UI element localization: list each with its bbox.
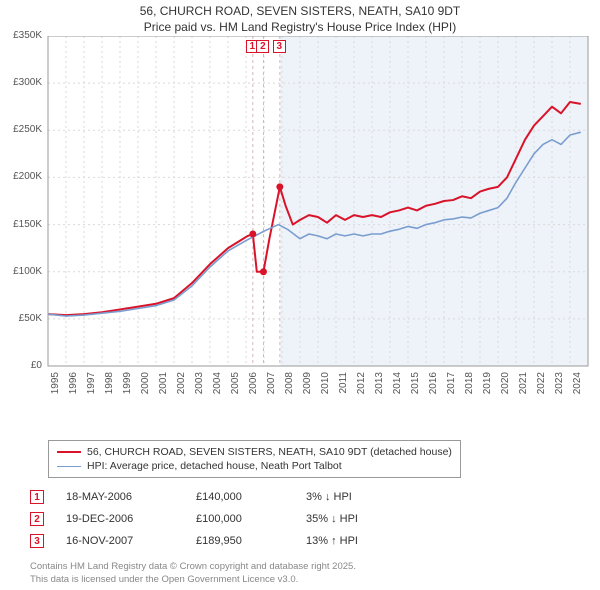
- transaction-change: 13% ↑ HPI: [306, 535, 416, 547]
- x-tick-label: 2021: [518, 372, 529, 402]
- legend-item: 56, CHURCH ROAD, SEVEN SISTERS, NEATH, S…: [57, 445, 452, 459]
- x-tick-label: 2000: [140, 372, 151, 402]
- x-tick-label: 2020: [500, 372, 511, 402]
- x-tick-label: 2016: [428, 372, 439, 402]
- y-tick-label: £50K: [0, 313, 42, 324]
- title-line-1: 56, CHURCH ROAD, SEVEN SISTERS, NEATH, S…: [0, 4, 600, 20]
- transaction-row: 3 16-NOV-2007£189,95013% ↑ HPI: [30, 530, 416, 552]
- y-tick-label: £200K: [0, 171, 42, 182]
- sale-marker-box: 2: [256, 40, 269, 53]
- legend-label: HPI: Average price, detached house, Neat…: [87, 460, 342, 472]
- x-tick-label: 1995: [50, 372, 61, 402]
- x-tick-label: 2009: [302, 372, 313, 402]
- x-tick-label: 2011: [338, 372, 349, 402]
- x-tick-label: 2012: [356, 372, 367, 402]
- x-tick-label: 2006: [248, 372, 259, 402]
- transaction-date: 19-DEC-2006: [66, 513, 196, 525]
- y-tick-label: £300K: [0, 77, 42, 88]
- sale-marker-box: 3: [273, 40, 286, 53]
- x-tick-label: 2018: [464, 372, 475, 402]
- x-tick-label: 2010: [320, 372, 331, 402]
- y-tick-label: £150K: [0, 219, 42, 230]
- footnote-line-2: This data is licensed under the Open Gov…: [30, 574, 356, 586]
- transaction-row: 2 19-DEC-2006£100,00035% ↓ HPI: [30, 508, 416, 530]
- x-tick-label: 1996: [68, 372, 79, 402]
- transaction-date: 18-MAY-2006: [66, 491, 196, 503]
- x-tick-label: 1999: [122, 372, 133, 402]
- footnote: Contains HM Land Registry data © Crown c…: [30, 561, 356, 586]
- legend-item: HPI: Average price, detached house, Neat…: [57, 459, 452, 473]
- x-tick-label: 2022: [536, 372, 547, 402]
- chart-area: £0£50K£100K£150K£200K£250K£300K£350K 199…: [0, 36, 600, 406]
- y-tick-label: £350K: [0, 30, 42, 41]
- transaction-row: 1 18-MAY-2006£140,0003% ↓ HPI: [30, 486, 416, 508]
- x-tick-label: 1998: [104, 372, 115, 402]
- transaction-change: 3% ↓ HPI: [306, 491, 416, 503]
- x-tick-label: 2003: [194, 372, 205, 402]
- legend-swatch: [57, 451, 81, 453]
- y-tick-label: £100K: [0, 266, 42, 277]
- transaction-marker: 1: [30, 490, 44, 504]
- x-tick-label: 2015: [410, 372, 421, 402]
- footnote-line-1: Contains HM Land Registry data © Crown c…: [30, 561, 356, 573]
- y-tick-label: £0: [0, 360, 42, 371]
- transaction-price: £189,950: [196, 535, 306, 547]
- x-tick-label: 2001: [158, 372, 169, 402]
- x-tick-label: 2005: [230, 372, 241, 402]
- chart-svg: [0, 36, 600, 406]
- legend: 56, CHURCH ROAD, SEVEN SISTERS, NEATH, S…: [48, 440, 461, 478]
- transaction-price: £140,000: [196, 491, 306, 503]
- x-tick-label: 2023: [554, 372, 565, 402]
- transaction-change: 35% ↓ HPI: [306, 513, 416, 525]
- transaction-date: 16-NOV-2007: [66, 535, 196, 547]
- x-tick-label: 2024: [572, 372, 583, 402]
- x-tick-label: 2002: [176, 372, 187, 402]
- transaction-table: 1 18-MAY-2006£140,0003% ↓ HPI 2 19-DEC-2006…: [30, 486, 416, 552]
- chart-title: 56, CHURCH ROAD, SEVEN SISTERS, NEATH, S…: [0, 0, 600, 35]
- x-tick-label: 2007: [266, 372, 277, 402]
- x-tick-label: 2004: [212, 372, 223, 402]
- x-tick-label: 2017: [446, 372, 457, 402]
- x-tick-label: 2013: [374, 372, 385, 402]
- x-tick-label: 2008: [284, 372, 295, 402]
- transaction-price: £100,000: [196, 513, 306, 525]
- x-tick-label: 1997: [86, 372, 97, 402]
- title-line-2: Price paid vs. HM Land Registry's House …: [0, 20, 600, 36]
- x-tick-label: 2019: [482, 372, 493, 402]
- x-tick-label: 2014: [392, 372, 403, 402]
- transaction-marker: 2: [30, 512, 44, 526]
- legend-swatch: [57, 466, 81, 467]
- y-tick-label: £250K: [0, 124, 42, 135]
- transaction-marker: 3: [30, 534, 44, 548]
- legend-label: 56, CHURCH ROAD, SEVEN SISTERS, NEATH, S…: [87, 446, 452, 458]
